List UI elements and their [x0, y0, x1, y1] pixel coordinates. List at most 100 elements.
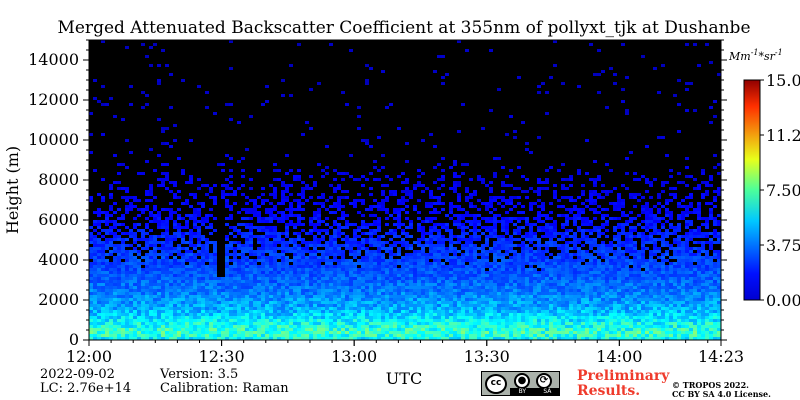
heatmap-cell: [97, 256, 101, 259]
heatmap-cell: [445, 283, 449, 286]
heatmap-cell: [649, 226, 653, 229]
heatmap-cell: [589, 292, 593, 295]
heatmap-cell: [353, 199, 357, 202]
heatmap-cell: [237, 223, 241, 226]
heatmap-cell: [537, 280, 541, 283]
heatmap-cell: [413, 271, 417, 274]
heatmap-cell: [569, 268, 573, 271]
heatmap-cell: [277, 241, 281, 244]
heatmap-cell: [417, 295, 421, 298]
heatmap-cell: [277, 274, 281, 277]
heatmap-cell: [473, 265, 477, 268]
heatmap-cell: [425, 286, 429, 289]
heatmap-cell: [297, 271, 301, 274]
heatmap-cell: [309, 280, 313, 283]
heatmap-cell: [265, 283, 269, 286]
heatmap-cell: [97, 241, 101, 244]
heatmap-cell: [681, 181, 685, 184]
heatmap-cell: [365, 208, 369, 211]
heatmap-cell: [229, 283, 233, 286]
heatmap-cell: [93, 268, 97, 271]
heatmap-cell: [505, 298, 509, 301]
heatmap-cell: [149, 253, 153, 256]
heatmap-cell: [385, 232, 389, 235]
heatmap-cell: [165, 289, 169, 292]
heatmap-cell: [257, 211, 261, 214]
heatmap-cell: [501, 256, 505, 259]
heatmap-cell: [233, 253, 237, 256]
heatmap-cell: [581, 289, 585, 292]
heatmap-cell: [233, 247, 237, 250]
heatmap-cell: [557, 277, 561, 280]
heatmap-cell: [713, 154, 717, 157]
heatmap-cell: [653, 226, 657, 229]
heatmap-cell: [397, 247, 401, 250]
heatmap-cell: [357, 277, 361, 280]
heatmap-cell: [249, 304, 253, 307]
heatmap-cell: [437, 265, 441, 268]
heatmap-cell: [405, 289, 409, 292]
heatmap-cell: [645, 304, 649, 307]
heatmap-cell: [189, 289, 193, 292]
heatmap-cell: [385, 265, 389, 268]
heatmap-cell: [645, 202, 649, 205]
heatmap-cell: [381, 205, 385, 208]
heatmap-cell: [213, 301, 217, 304]
heatmap-cell: [257, 286, 261, 289]
heatmap-cell: [149, 184, 153, 187]
heatmap-cell: [505, 262, 509, 265]
heatmap-cell: [585, 301, 589, 304]
heatmap-cell: [417, 256, 421, 259]
heatmap-cell: [645, 220, 649, 223]
heatmap-cell: [149, 265, 153, 268]
heatmap-cell: [265, 238, 269, 241]
heatmap-cell: [621, 283, 625, 286]
heatmap-cell: [681, 265, 685, 268]
heatmap-cell: [417, 217, 421, 220]
heatmap-cell: [477, 277, 481, 280]
heatmap-cell: [617, 277, 621, 280]
heatmap-cell: [113, 274, 117, 277]
heatmap-cell: [529, 298, 533, 301]
heatmap-cell: [257, 235, 261, 238]
heatmap-cell: [161, 49, 165, 52]
heatmap-cell: [309, 304, 313, 307]
heatmap-cell: [525, 247, 529, 250]
heatmap-cell: [509, 250, 513, 253]
heatmap-cell: [489, 295, 493, 298]
heatmap-cell: [505, 283, 509, 286]
heatmap-cell: [581, 244, 585, 247]
heatmap-cell: [553, 190, 557, 193]
heatmap-cell: [541, 181, 545, 184]
heatmap-cell: [677, 286, 681, 289]
heatmap-cell: [269, 247, 273, 250]
heatmap-cell: [705, 232, 709, 235]
heatmap-cell: [373, 223, 377, 226]
heatmap-cell: [397, 217, 401, 220]
heatmap-cell: [469, 289, 473, 292]
heatmap-cell: [525, 271, 529, 274]
heatmap-cell: [485, 304, 489, 307]
heatmap-cell: [513, 238, 517, 241]
heatmap-cell: [197, 295, 201, 298]
heatmap-cell: [205, 307, 209, 310]
heatmap-cell: [141, 304, 145, 307]
heatmap-cell: [221, 196, 225, 199]
heatmap-cell: [181, 202, 185, 205]
heatmap-cell: [317, 265, 321, 268]
heatmap-cell: [617, 298, 621, 301]
heatmap-cell: [141, 298, 145, 301]
heatmap-cell: [453, 274, 457, 277]
heatmap-cell: [621, 250, 625, 253]
heatmap-cell: [281, 211, 285, 214]
heatmap-cell: [229, 118, 233, 121]
heatmap-cell: [689, 253, 693, 256]
heatmap-cell: [689, 223, 693, 226]
heatmap-cell: [173, 226, 177, 229]
heatmap-cell: [433, 286, 437, 289]
heatmap-cell: [201, 301, 205, 304]
heatmap-cell: [97, 226, 101, 229]
heatmap-cell: [357, 211, 361, 214]
heatmap-cell: [193, 223, 197, 226]
heatmap-cell: [461, 208, 465, 211]
